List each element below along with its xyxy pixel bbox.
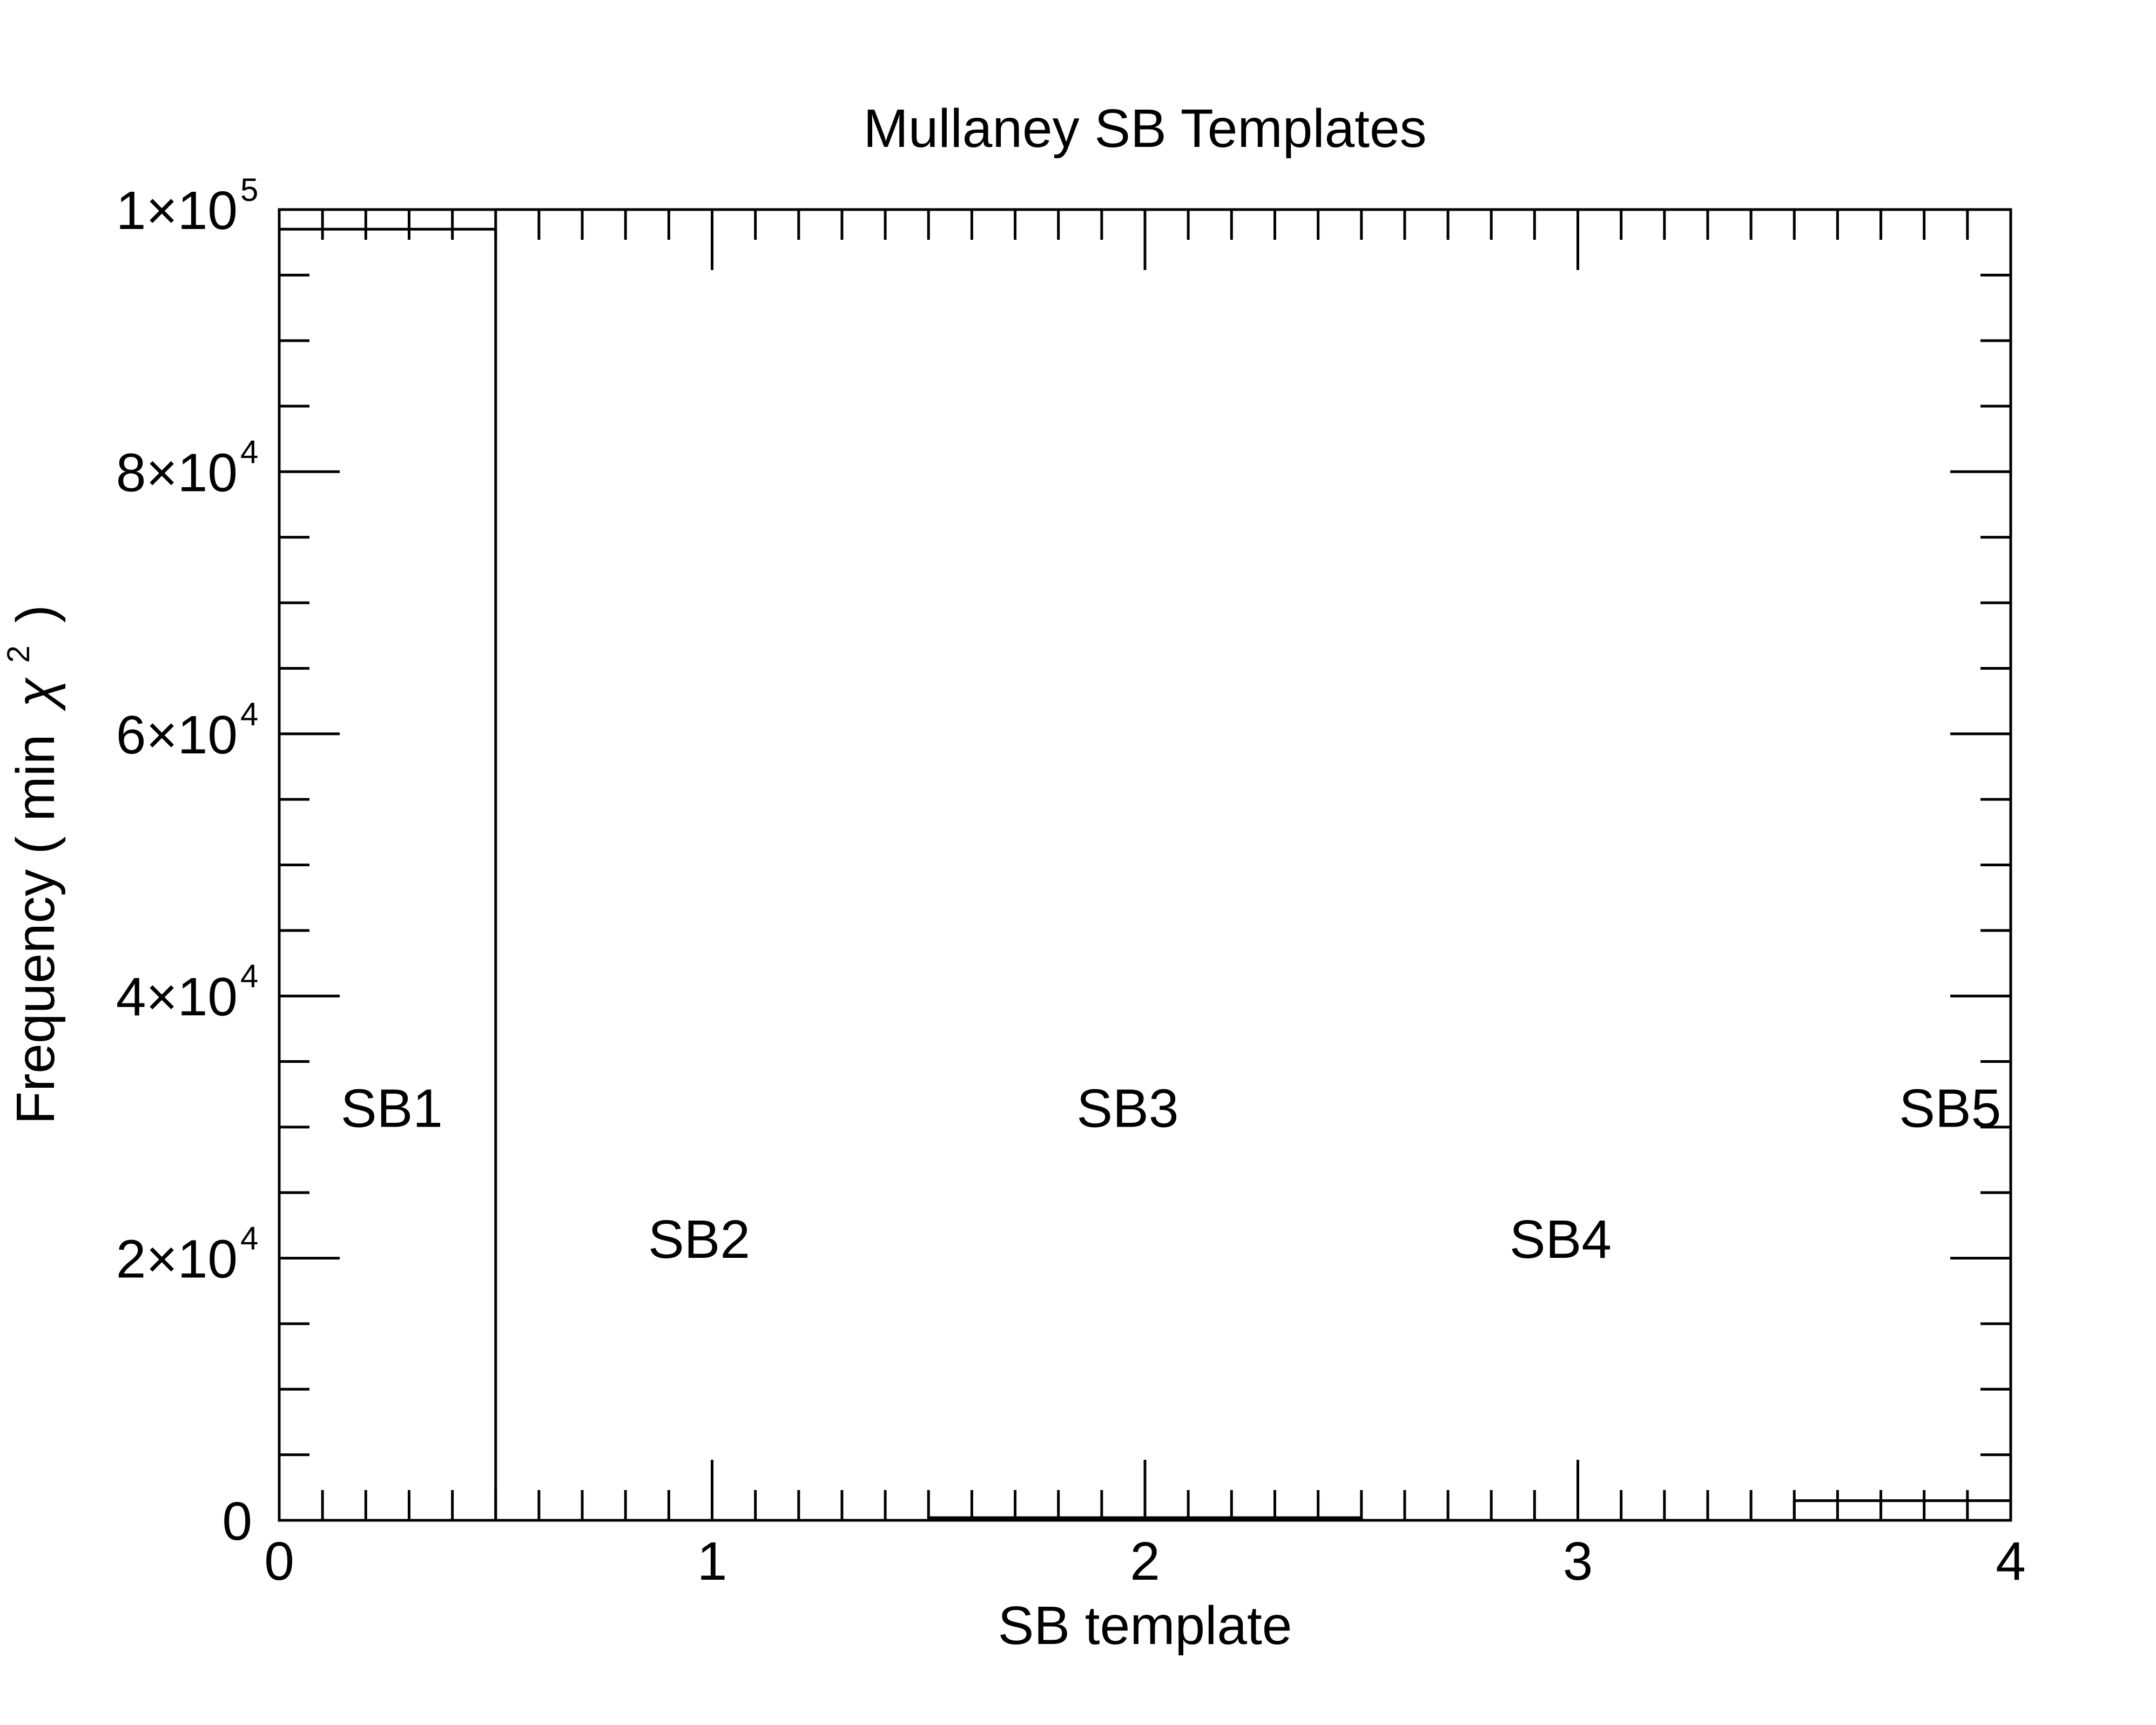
y-tick-exponent: 4 — [240, 958, 258, 994]
y-tick-label: 2×10 4 — [116, 1221, 259, 1290]
y-tick-label: 0 — [222, 1491, 252, 1552]
x-tick-label: 2 — [1130, 1531, 1160, 1592]
y-tick-exponent: 5 — [240, 172, 258, 208]
y-tick-label: 1×10 5 — [116, 172, 259, 241]
histogram-bin-sb1 — [278, 227, 496, 1520]
y-tick-mantissa: 4×10 — [116, 967, 238, 1027]
histogram-bin-sb5 — [1793, 1499, 2011, 1520]
y-axis-label-text: Frequency ( min — [5, 735, 66, 1124]
y-axis-label: Frequency ( min χ 2 ) — [0, 605, 66, 1124]
annotations: SB1 SB2 SB3 SB4 SB5 — [341, 1078, 2001, 1270]
y-axis-label-close: ) — [5, 605, 66, 623]
annotation-sb3: SB3 — [1076, 1078, 1178, 1138]
svg-text:Frequency ( min χ: Frequency ( min χ 2 ) — [0, 605, 66, 1124]
annotation-sb4: SB4 — [1510, 1209, 1612, 1270]
annotation-sb2: SB2 — [648, 1209, 750, 1270]
y-tick-exponent: 4 — [240, 1221, 258, 1257]
annotation-sb5: SB5 — [1899, 1078, 2001, 1138]
y-tick-mantissa: 2×10 — [116, 1229, 238, 1290]
chart-title: Mullaney SB Templates — [863, 98, 1426, 159]
tick-labels: 0 1 2 3 402×10 44×10 46×10 48×10 41×10 5 — [116, 172, 2026, 1592]
histogram — [278, 227, 2011, 1522]
x-axis-label: SB template — [998, 1595, 1292, 1656]
axis-ticks — [278, 208, 2012, 1522]
y-tick-exponent: 4 — [240, 434, 258, 470]
y-tick-label: 4×10 4 — [116, 958, 259, 1027]
y-tick-mantissa: 0 — [222, 1491, 252, 1552]
y-tick-label: 6×10 4 — [116, 696, 259, 765]
x-tick-label: 1 — [697, 1531, 727, 1592]
y-tick-mantissa: 6×10 — [116, 705, 238, 765]
plot-frame — [278, 208, 2012, 1522]
y-tick-mantissa: 1×10 — [116, 180, 238, 241]
x-tick-label: 4 — [1996, 1531, 2026, 1592]
x-tick-label: 3 — [1563, 1531, 1593, 1592]
x-tick-label: 0 — [264, 1531, 294, 1592]
y-tick-label: 8×10 4 — [116, 434, 259, 503]
y-axis-label-exponent: 2 — [1, 645, 36, 663]
y-tick-exponent: 4 — [240, 696, 258, 732]
y-tick-mantissa: 8×10 — [116, 442, 238, 503]
annotation-sb1: SB1 — [341, 1078, 443, 1138]
y-axis-label-symbol: χ — [5, 677, 66, 712]
histogram-bin-sb2 — [494, 229, 929, 1522]
